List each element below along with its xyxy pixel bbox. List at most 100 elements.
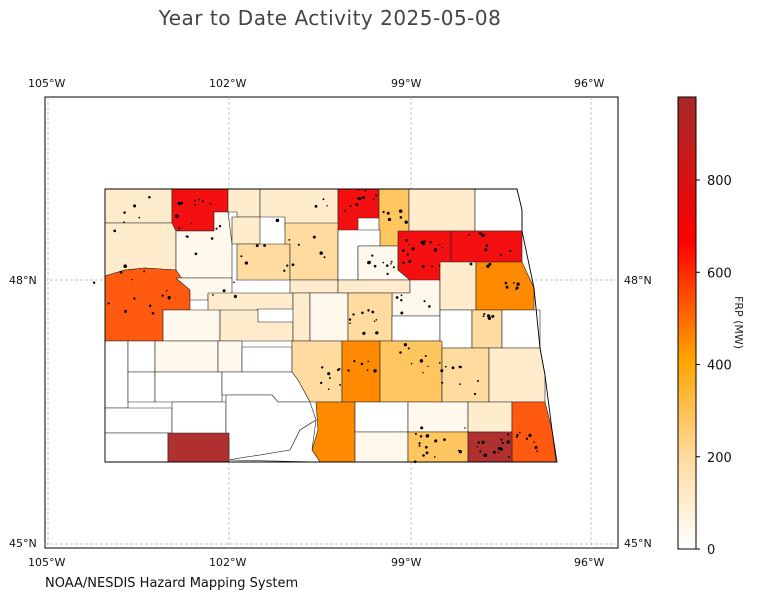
fire-detection-point [401, 249, 405, 253]
fire-detection-point [424, 354, 427, 358]
fire-detection-point [133, 297, 136, 300]
county-46 [154, 371, 223, 403]
fire-detection-point [418, 442, 421, 445]
fire-detection-point [386, 272, 389, 276]
fire-detection-point [353, 359, 356, 363]
fire-detection-point [506, 440, 510, 444]
fire-detection-point [212, 294, 214, 296]
fire-detection-point [469, 262, 473, 266]
fire-detection-point [372, 198, 375, 201]
fire-detection-point [312, 235, 316, 239]
fire-detection-point [420, 426, 424, 430]
lat-tick-left-48: 48°N [9, 274, 37, 287]
county-52 [354, 401, 409, 433]
fire-detection-point [515, 435, 518, 438]
county-57 [167, 432, 230, 463]
lon-tick-bottom-96: 96°W [574, 556, 605, 569]
fire-detection-point [428, 305, 431, 308]
fire-detection-point [151, 311, 155, 315]
fire-detection-point [347, 369, 350, 372]
fire-detection-point [438, 244, 441, 246]
county-56 [104, 432, 169, 463]
fire-detection-point [533, 441, 535, 443]
fire-detection-point [198, 198, 201, 201]
lon-tick-top-99: 99°W [391, 77, 422, 90]
fire-detection-point [161, 294, 164, 297]
fire-detection-point [487, 316, 492, 320]
fire-detection-point [413, 460, 417, 464]
fire-detection-point [408, 259, 412, 263]
fire-detection-point [360, 362, 364, 366]
fire-detection-point [390, 260, 393, 263]
county-7 [408, 188, 476, 232]
fire-detection-point [434, 456, 436, 458]
fire-detection-point [201, 200, 204, 203]
fire-detection-point [215, 227, 218, 230]
state-outline [104, 188, 558, 463]
fire-detection-point [361, 311, 364, 315]
fire-detection-point [483, 453, 488, 458]
fire-detection-point [451, 366, 455, 370]
fire-detection-point [464, 427, 466, 429]
fire-detection-point [327, 372, 331, 376]
county-39 [241, 346, 293, 373]
fire-detection-point [209, 202, 212, 205]
fire-detection-point [113, 229, 117, 233]
county-60 [407, 431, 469, 463]
fire-detection-point [479, 450, 482, 453]
lon-tick-top-96: 96°W [574, 77, 605, 90]
fire-detection-point [486, 264, 490, 268]
fire-detection-point [326, 205, 328, 207]
fire-detections [92, 188, 539, 464]
fire-detection-point [390, 263, 392, 265]
fire-detection-point [319, 251, 323, 255]
fire-detection-point [366, 369, 369, 371]
county-28 [292, 292, 311, 342]
fire-detection-point [499, 253, 502, 256]
fire-detection-point [434, 439, 438, 443]
fire-detection-point [485, 244, 489, 247]
fire-detection-point [405, 238, 408, 242]
fire-detection-point [500, 438, 503, 441]
county-11 [231, 216, 261, 245]
map-frame [44, 96, 619, 549]
fire-detection-point [411, 247, 415, 251]
county-1 [104, 188, 173, 224]
fire-detection-point [375, 331, 379, 335]
fire-detection-point [233, 294, 237, 299]
fire-detection-point [419, 435, 423, 438]
lon-tick-top-105: 105°W [28, 77, 66, 90]
fire-detection-point [123, 264, 127, 268]
fire-detection-point [444, 365, 447, 368]
county-32 [439, 309, 473, 349]
fire-detection-point [516, 282, 520, 286]
fire-detection-point [382, 210, 385, 214]
fire-detection-point [357, 197, 360, 200]
fire-detection-point [536, 450, 539, 452]
fire-detection-point [440, 369, 444, 373]
county-30 [347, 292, 393, 342]
fire-detection-point [429, 241, 432, 244]
fire-detection-point [355, 203, 359, 207]
fire-detection-point [382, 261, 385, 264]
colorbar [677, 96, 697, 550]
county-44 [488, 347, 546, 403]
fire-detection-point [418, 444, 421, 447]
fire-detection-point [483, 312, 486, 316]
fire-detection-point [177, 201, 182, 206]
lat-tick-right-48: 48°N [624, 274, 652, 287]
fire-detection-point [131, 278, 133, 281]
fire-detection-point [349, 205, 352, 207]
fire-detection-point [505, 285, 509, 289]
fire-detection-point [364, 189, 367, 192]
fire-detection-point [92, 281, 96, 284]
county-58 [228, 419, 321, 463]
fire-detection-point [399, 216, 403, 219]
fire-detection-point [255, 244, 259, 248]
fire-detection-point [358, 196, 362, 201]
fire-detection-point [133, 204, 137, 208]
fire-detection-point [398, 209, 403, 213]
fire-detection-point [357, 188, 359, 191]
county-21 [289, 279, 339, 294]
fire-detection-point [478, 232, 482, 235]
